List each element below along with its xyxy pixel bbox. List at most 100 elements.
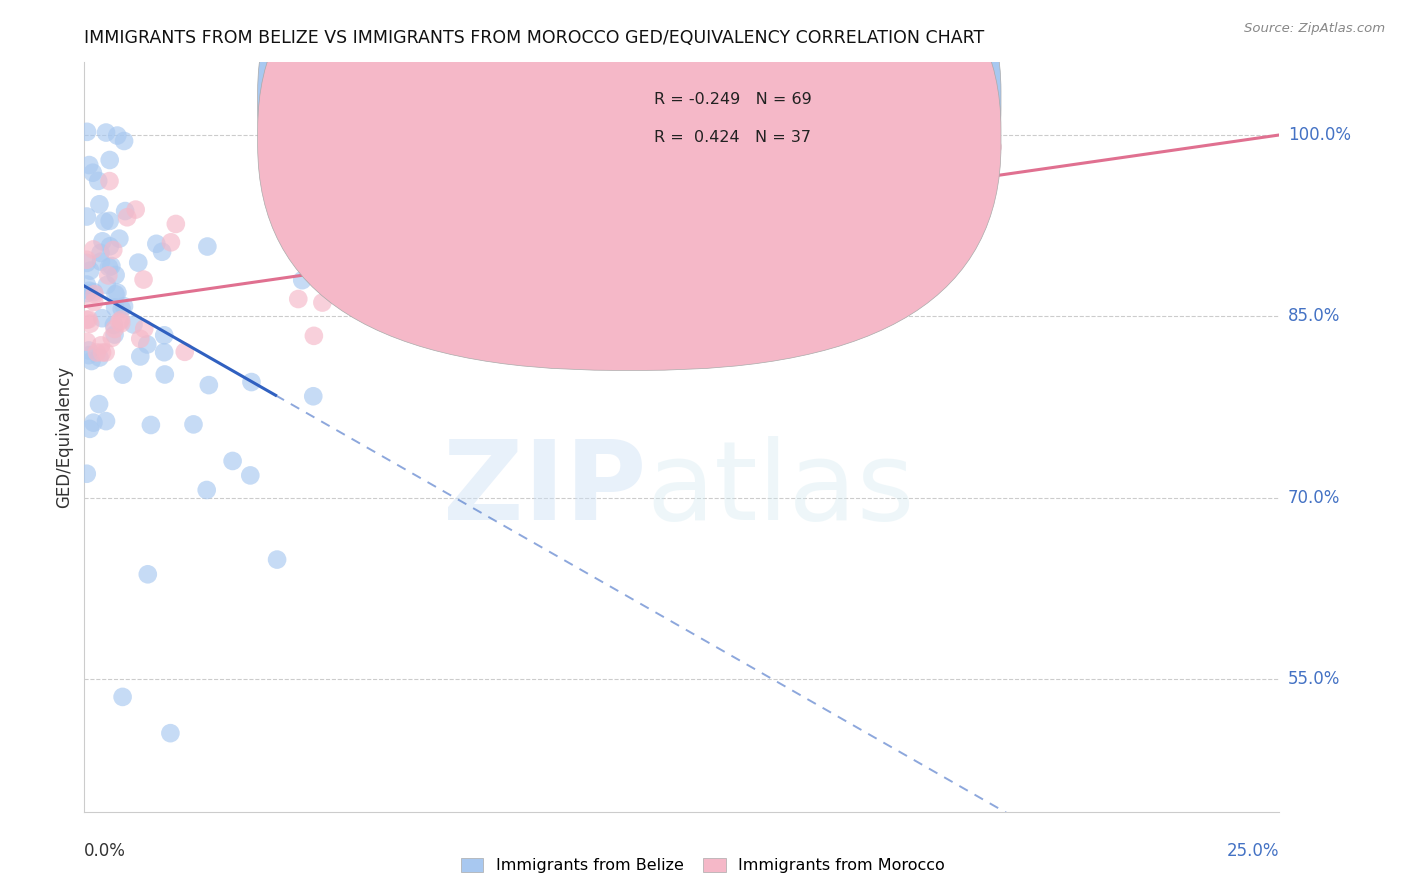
Point (153, 368, 176, 382)
Text: atlas: atlas (647, 436, 914, 543)
Point (93, 214, 115, 228)
Point (221, 454, 243, 468)
Point (124, 202, 146, 217)
Point (114, 204, 136, 219)
Text: 55.0%: 55.0% (1288, 670, 1340, 688)
Point (97, 268, 120, 283)
Point (153, 345, 176, 359)
Point (98, 239, 121, 253)
Text: 0.0%: 0.0% (84, 842, 127, 860)
FancyBboxPatch shape (605, 78, 862, 171)
Point (115, 211, 138, 225)
Point (76, 467, 98, 481)
Point (82, 416, 104, 430)
Point (90, 246, 112, 260)
Point (145, 236, 167, 251)
Point (89, 197, 111, 211)
Point (239, 468, 262, 483)
Legend: Immigrants from Belize, Immigrants from Morocco: Immigrants from Belize, Immigrants from … (454, 851, 952, 880)
Point (195, 239, 218, 253)
Point (103, 243, 125, 257)
Point (76, 286, 98, 301)
Point (104, 268, 127, 282)
Point (111, 301, 134, 316)
Point (104, 287, 127, 301)
Text: 100.0%: 100.0% (1288, 126, 1351, 144)
Text: Source: ZipAtlas.com: Source: ZipAtlas.com (1244, 22, 1385, 36)
Text: 85.0%: 85.0% (1288, 307, 1340, 326)
Y-axis label: GED/Equivalency: GED/Equivalency (55, 366, 73, 508)
Text: 70.0%: 70.0% (1288, 489, 1340, 507)
Point (101, 331, 124, 345)
Point (110, 312, 132, 326)
Point (291, 273, 314, 287)
Point (89, 351, 111, 365)
Point (80, 354, 103, 368)
Point (98, 214, 121, 228)
Point (76, 252, 98, 267)
Point (129, 350, 152, 364)
Point (108, 232, 131, 246)
Text: 25.0%: 25.0% (1227, 842, 1279, 860)
Text: R =  0.424   N = 37: R = 0.424 N = 37 (654, 130, 811, 145)
Point (111, 690, 134, 704)
Point (87, 174, 110, 188)
Point (83, 285, 105, 299)
Point (159, 726, 181, 740)
Point (132, 272, 155, 286)
Point (76, 210, 98, 224)
Point (112, 134, 135, 148)
Point (91, 311, 114, 326)
Point (83, 287, 105, 301)
Point (94, 414, 117, 428)
Point (100, 259, 122, 273)
Point (77, 158, 100, 172)
Point (284, 170, 307, 185)
Point (139, 417, 162, 432)
Point (83, 295, 105, 310)
Point (311, 295, 333, 310)
Point (79, 263, 101, 277)
Point (105, 128, 128, 143)
Point (77, 284, 100, 298)
Point (165, 217, 187, 231)
Point (103, 318, 125, 332)
Point (91, 345, 114, 359)
Point (110, 316, 132, 330)
Point (104, 322, 127, 336)
Point (76, 334, 98, 349)
Point (160, 235, 183, 250)
Point (108, 315, 131, 329)
Point (150, 244, 173, 259)
Point (111, 368, 134, 382)
Point (94, 126, 117, 140)
Point (302, 389, 325, 403)
Text: IMMIGRANTS FROM BELIZE VS IMMIGRANTS FROM MOROCCO GED/EQUIVALENCY CORRELATION CH: IMMIGRANTS FROM BELIZE VS IMMIGRANTS FRO… (84, 29, 984, 47)
Point (136, 567, 159, 582)
Point (183, 417, 205, 432)
Point (90, 338, 112, 352)
Point (82, 243, 104, 257)
Point (82, 166, 104, 180)
Point (76, 277, 98, 292)
Point (76, 312, 98, 326)
Point (103, 327, 125, 342)
Point (76, 256, 98, 270)
Point (153, 328, 176, 343)
Point (302, 329, 325, 343)
Point (77, 312, 100, 326)
Point (76, 125, 98, 139)
Point (77, 348, 100, 362)
Point (551, 267, 574, 281)
Point (98, 153, 121, 167)
Point (287, 292, 309, 306)
Point (134, 321, 156, 335)
Point (96, 277, 118, 292)
Point (91, 235, 114, 249)
Point (195, 483, 218, 497)
Point (266, 552, 288, 566)
Point (129, 332, 152, 346)
Point (173, 344, 195, 359)
Point (240, 375, 263, 389)
Point (105, 285, 128, 300)
